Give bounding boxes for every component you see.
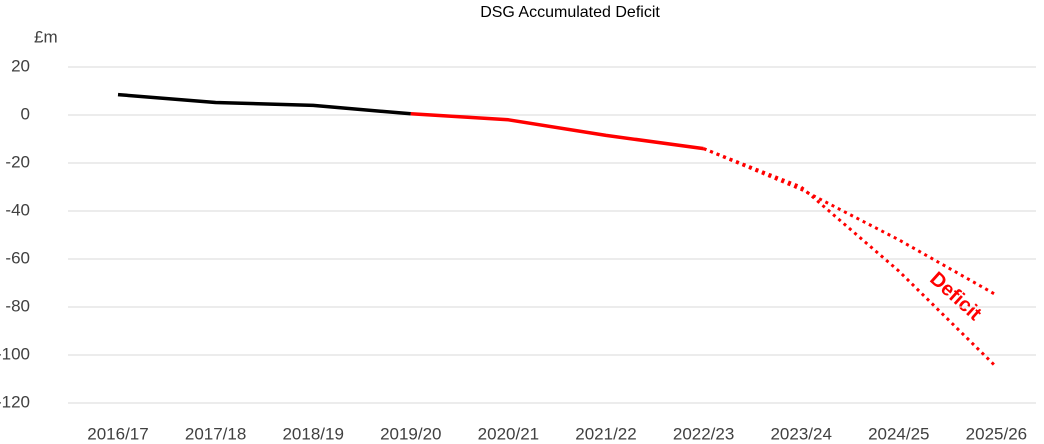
x-tick-label: 2018/19 xyxy=(282,424,343,443)
x-tick-label: 2017/18 xyxy=(185,424,246,443)
annotation: Deficit xyxy=(925,268,985,325)
x-tick-label: 2022/23 xyxy=(673,424,734,443)
line-series xyxy=(117,92,411,116)
y-tick-label: -40 xyxy=(5,200,30,219)
y-tick-label: -80 xyxy=(5,296,30,315)
line-series xyxy=(703,147,998,369)
x-tick-label: 2020/21 xyxy=(478,424,539,443)
y-axis-label: £m xyxy=(34,27,58,46)
x-tick-label: 2023/24 xyxy=(770,424,831,443)
x-tick-label: 2025/26 xyxy=(966,424,1027,443)
x-tick-label: 2021/22 xyxy=(575,424,636,443)
y-tick-label: -20 xyxy=(5,152,30,171)
y-tick-label: -120 xyxy=(0,392,30,411)
line-series xyxy=(410,112,704,151)
x-tick-label: 2024/25 xyxy=(868,424,929,443)
x-tick-label: 2016/17 xyxy=(87,424,148,443)
x-tick-label: 2019/20 xyxy=(380,424,441,443)
y-tick-label: -100 xyxy=(0,344,30,363)
y-tick-label: 0 xyxy=(21,104,30,123)
y-tick-label: -60 xyxy=(5,248,30,267)
chart-title: DSG Accumulated Deficit xyxy=(480,4,660,21)
line-series xyxy=(703,147,998,297)
y-tick-label: 20 xyxy=(11,56,30,75)
